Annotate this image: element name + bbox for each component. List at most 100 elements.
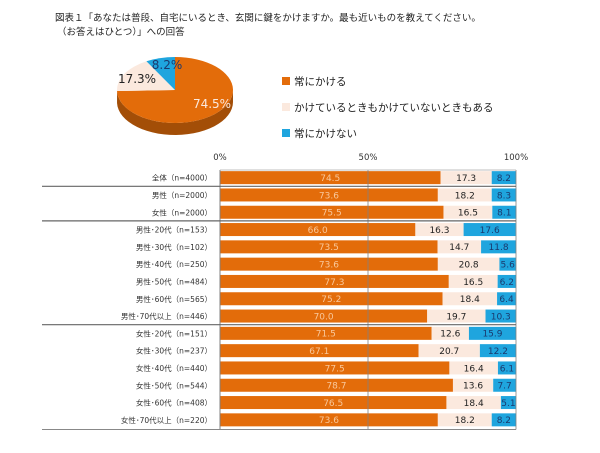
bar-segment-always: [220, 292, 443, 306]
bar-segment-never: [463, 223, 516, 237]
bar-value-label: 71.5: [316, 330, 336, 340]
bar-value-label: 76.5: [323, 399, 343, 409]
bar-value-label: 15.9: [482, 330, 502, 340]
bar-segment-never: [468, 326, 516, 340]
bar-value-label: 8.2: [497, 416, 511, 426]
bar-segment-never: [491, 413, 516, 427]
category-label: 女性･40代（n=440）: [136, 363, 212, 373]
title-line-2: （お答えはひとつ）」への回答: [57, 27, 185, 38]
bar-value-label: 16.5: [463, 278, 483, 288]
bar-value-label: 73.5: [319, 243, 339, 253]
bar-segment-sometimes: [448, 274, 498, 288]
pie-side-0: [117, 90, 233, 135]
category-label: 男性･20代（n=153）: [136, 225, 212, 235]
bar-segment-always: [220, 309, 428, 323]
legend-item-always: 常にかける: [282, 68, 494, 94]
legend: 常にかける かけているときもかけていないときもある 常にかけない: [282, 68, 494, 146]
category-label: 女性（n=2000）: [152, 207, 212, 217]
x-tick-label: 100%: [504, 153, 528, 163]
bar-segment-never: [481, 240, 516, 254]
x-tick-label: 0%: [213, 153, 227, 163]
bar-segment-never: [493, 378, 516, 392]
bar-value-label: 10.3: [491, 312, 511, 322]
bar-segment-never: [499, 257, 516, 271]
bar-segment-always: [220, 378, 453, 392]
bar-segment-never: [497, 361, 516, 375]
bar-value-label: 75.5: [322, 209, 342, 219]
bar-value-label: 20.8: [459, 260, 479, 270]
bar-value-label: 16.4: [464, 364, 484, 374]
bar-value-label: 78.7: [326, 382, 346, 392]
bar-value-label: 19.7: [446, 312, 466, 322]
bar-value-label: 73.6: [319, 260, 339, 270]
legend-item-sometimes: かけているときもかけていないときもある: [282, 94, 494, 120]
pie-slice-0: [117, 57, 233, 123]
bar-value-label: 7.7: [497, 382, 511, 392]
bar-value-label: 18.4: [464, 399, 484, 409]
category-label: 女性･50代（n=544）: [136, 380, 212, 390]
bar-value-label: 66.0: [308, 226, 328, 236]
bar-segment-never: [497, 292, 516, 306]
bar-value-label: 75.2: [321, 295, 341, 305]
bar-segment-sometimes: [440, 171, 492, 185]
x-tick-label: 50%: [359, 153, 378, 163]
bar-segment-sometimes: [449, 361, 498, 375]
bar-value-label: 73.6: [319, 416, 339, 426]
bar-value-label: 6.2: [500, 278, 514, 288]
bar-segment-sometimes: [437, 413, 492, 427]
category-label: 女性･20代（n=151）: [136, 328, 212, 338]
bar-value-label: 17.6: [480, 226, 500, 236]
pie-slice-2: [146, 57, 175, 90]
bar-value-label: 74.5: [320, 174, 340, 184]
bar-segment-sometimes: [437, 240, 482, 254]
bar-value-label: 16.5: [458, 209, 478, 219]
category-label: 男性･30代（n=102）: [136, 242, 212, 252]
bar-value-label: 13.6: [463, 382, 483, 392]
bar-segment-always: [220, 205, 444, 219]
bar-segment-always: [220, 171, 441, 185]
bar-value-label: 5.6: [501, 260, 516, 270]
pie-slice-1: [117, 61, 175, 92]
legend-item-never: 常にかけない: [282, 120, 494, 146]
bar-value-label: 12.2: [488, 347, 508, 357]
bar-segment-sometimes: [415, 223, 464, 237]
legend-label-always: 常にかける: [294, 75, 347, 88]
legend-swatch-never: [282, 129, 290, 137]
bar-value-label: 8.1: [497, 209, 511, 219]
bar-segment-always: [220, 326, 432, 340]
category-label: 女性･60代（n=408）: [136, 398, 212, 408]
category-label: 男性･70代以上（n=446）: [121, 311, 212, 321]
bar-value-label: 6.1: [500, 364, 514, 374]
bar-segment-never: [485, 309, 516, 323]
bar-segment-never: [500, 396, 516, 410]
bar-value-label: 5.1: [501, 399, 515, 409]
bar-segment-always: [220, 361, 450, 375]
bar-segment-never: [491, 188, 517, 202]
bar-segment-sometimes: [427, 309, 486, 323]
bar-segment-never: [491, 171, 516, 185]
bar-value-label: 17.3: [456, 174, 476, 184]
bar-segment-sometimes: [446, 396, 501, 410]
bar-segment-always: [220, 396, 447, 410]
bar-segment-sometimes: [442, 292, 498, 306]
bar-segment-always: [220, 413, 438, 427]
bar-value-label: 18.2: [455, 416, 475, 426]
bar-segment-always: [220, 223, 416, 237]
bar-value-label: 70.0: [314, 312, 334, 322]
bar-segment-sometimes: [452, 378, 494, 392]
bar-value-label: 16.3: [429, 226, 449, 236]
bar-value-label: 11.8: [489, 243, 509, 253]
bar-value-label: 8.3: [497, 191, 511, 201]
bar-segment-always: [220, 240, 438, 254]
category-label: 女性･70代以上（n=220）: [121, 415, 212, 425]
bar-segment-sometimes: [418, 344, 480, 358]
pie-chart: 74.5% 17.3%8.2%: [117, 57, 233, 135]
pie-label-1: 17.3%: [118, 72, 156, 86]
bar-segment-always: [220, 274, 449, 288]
legend-swatch-sometimes: [282, 103, 290, 111]
bar-value-label: 12.6: [440, 330, 460, 340]
category-label: 男性･60代（n=565）: [136, 294, 212, 304]
bar-value-label: 20.7: [439, 347, 459, 357]
category-label: 女性･30代（n=237）: [136, 346, 212, 356]
